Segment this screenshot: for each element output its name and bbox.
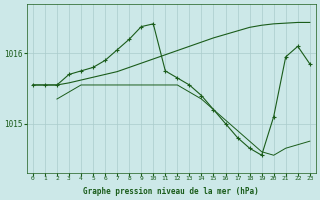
X-axis label: Graphe pression niveau de la mer (hPa): Graphe pression niveau de la mer (hPa) [84,187,259,196]
